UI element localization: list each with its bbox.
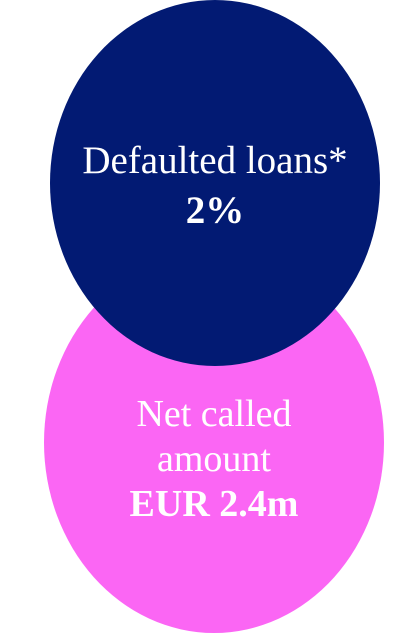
- defaulted-text-block: Defaulted loans* 2%: [82, 136, 347, 236]
- net-called-label-line2: amount: [157, 438, 271, 480]
- net-called-text-block: Net called amount EUR 2.4m: [130, 392, 299, 527]
- defaulted-loans-value: 2%: [185, 189, 245, 232]
- defaulted-loans-circle: Defaulted loans* 2%: [50, 0, 380, 366]
- net-called-value: EUR 2.4m: [129, 483, 299, 525]
- defaulted-loans-label: Defaulted loans*: [82, 139, 348, 182]
- net-called-label-line1: Net called: [136, 393, 292, 435]
